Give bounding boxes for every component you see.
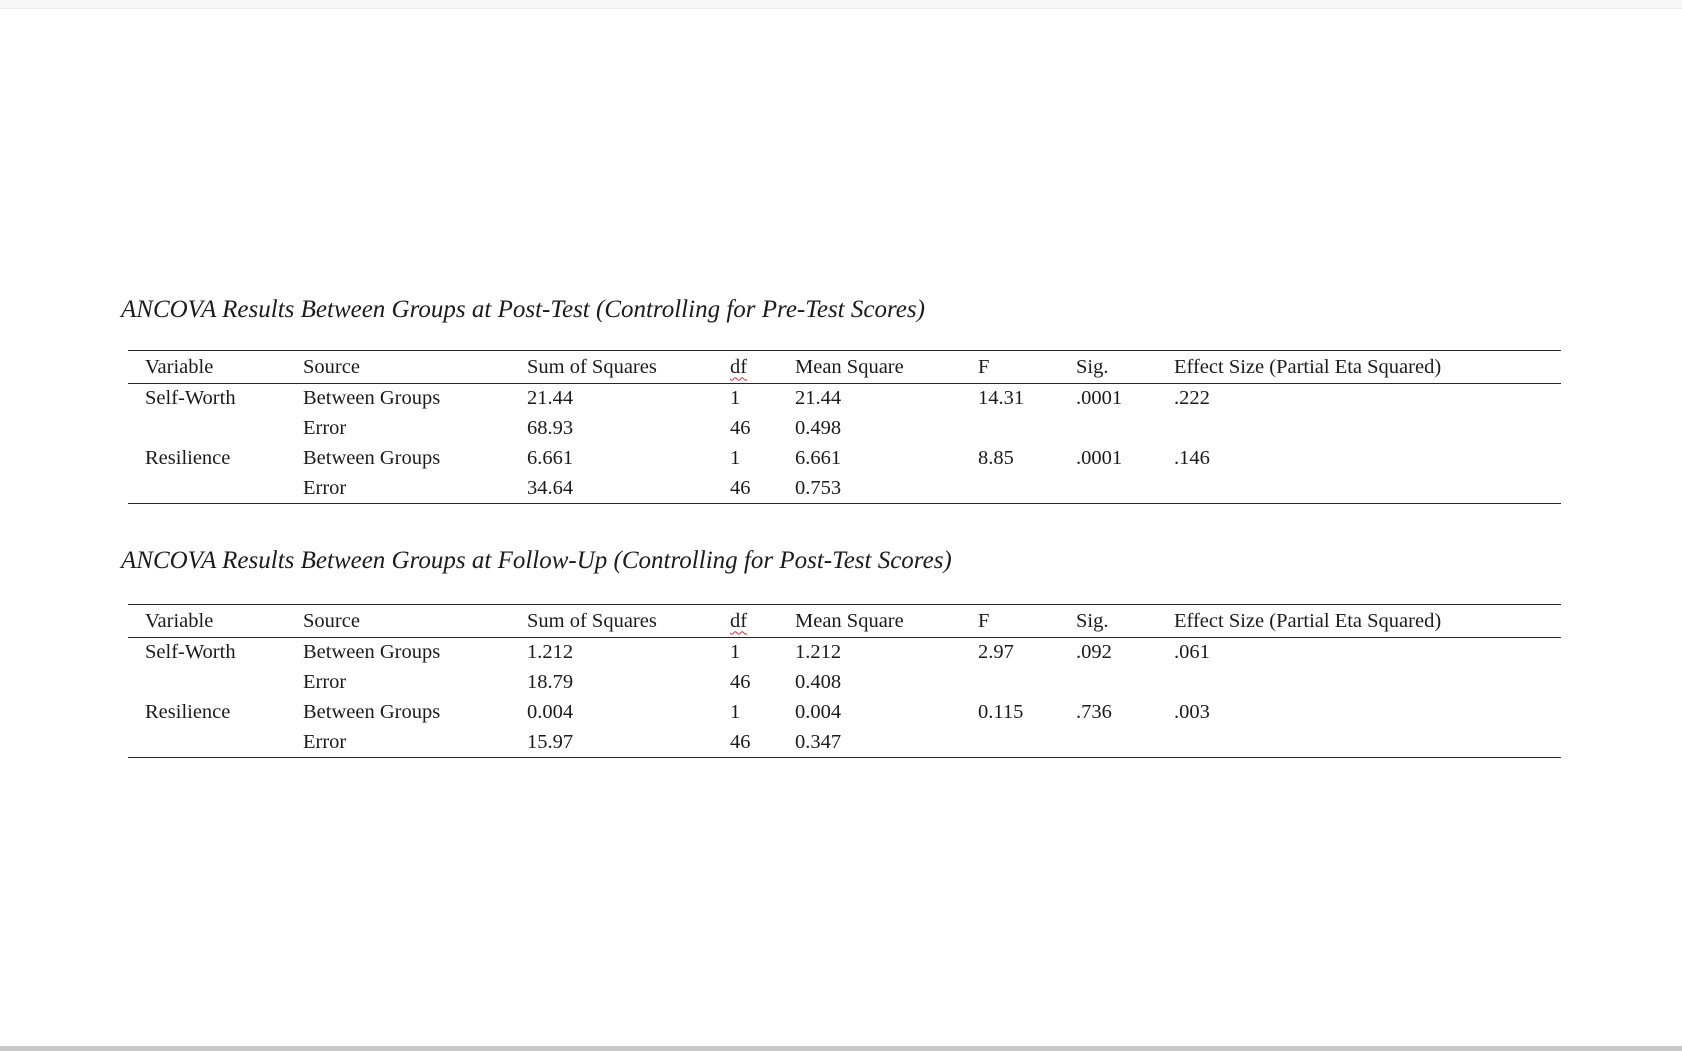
cell-mean-square: 0.347 [795, 727, 978, 758]
column-header-source: Source [303, 604, 527, 638]
column-header-variable: Variable [128, 604, 303, 638]
cell-mean-square: 0.753 [795, 473, 978, 504]
table-row: Self-Worth Between Groups 1.212 1 1.212 … [128, 638, 1561, 668]
cell-sum-of-squares: 18.79 [527, 671, 574, 693]
cell-df: 46 [730, 671, 751, 693]
cell-f: 14.31 [978, 387, 1025, 410]
cell-variable [128, 414, 303, 444]
cell-mean-square: 0.498 [795, 417, 842, 439]
cell-effect-size [1174, 727, 1561, 758]
cell-variable [128, 473, 303, 504]
cell-variable [128, 727, 303, 758]
window-top-edge [0, 0, 1682, 9]
cell-effect-size: .146 [1174, 447, 1210, 469]
cell-source: Between Groups [303, 447, 441, 469]
cell-effect-size [1174, 414, 1561, 444]
cell-variable: Self-Worth [145, 387, 236, 410]
cell-sig: .736 [1076, 701, 1112, 723]
ancova-table-post-test: Variable Source Sum of Squares df Mean S… [128, 350, 1561, 504]
cell-sig: .092 [1076, 641, 1112, 664]
column-header-sig: Sig. [1076, 604, 1174, 638]
column-header-mean-square: Mean Square [795, 350, 978, 384]
cell-df: 46 [730, 727, 795, 758]
cell-sum-of-squares: 68.93 [527, 417, 574, 439]
cell-effect-size: .061 [1174, 641, 1210, 664]
cell-f [978, 414, 1076, 444]
cell-source: Error [303, 671, 347, 693]
cell-sum-of-squares: 15.97 [527, 727, 730, 758]
column-header-df: df [730, 350, 795, 384]
cell-f [978, 473, 1076, 504]
header-row: Variable Source Sum of Squares df Mean S… [128, 604, 1561, 638]
cell-mean-square: 6.661 [795, 447, 842, 469]
cell-sum-of-squares: 34.64 [527, 473, 730, 504]
spellcheck-flagged-text: df [730, 355, 748, 378]
cell-effect-size [1174, 473, 1561, 504]
column-header-f: F [978, 604, 1076, 638]
column-header-sum-of-squares: Sum of Squares [527, 604, 730, 638]
cell-f [978, 668, 1076, 698]
cell-sig: .0001 [1076, 447, 1123, 469]
cell-source: Error [303, 473, 527, 504]
cell-variable: Self-Worth [145, 641, 236, 664]
cell-mean-square: 21.44 [795, 387, 842, 410]
cell-df: 1 [730, 701, 741, 723]
cell-df: 46 [730, 417, 751, 439]
cell-variable: Resilience [145, 447, 231, 469]
cell-mean-square: 1.212 [795, 641, 842, 664]
cell-source: Between Groups [303, 641, 441, 664]
table-row: Error 34.64 46 0.753 [128, 473, 1561, 504]
cell-sum-of-squares: 21.44 [527, 387, 574, 410]
cell-sum-of-squares: 6.661 [527, 447, 574, 469]
cell-df: 1 [730, 387, 741, 410]
column-header-source: Source [303, 350, 527, 384]
cell-sum-of-squares: 0.004 [527, 701, 574, 723]
table-row: Error 18.79 46 0.408 [128, 668, 1561, 698]
table-row: Error 68.93 46 0.498 [128, 414, 1561, 444]
table-row: Self-Worth Between Groups 21.44 1 21.44 … [128, 384, 1561, 414]
column-header-effect-size: Effect Size (Partial Eta Squared) [1174, 604, 1561, 638]
cell-sig [1076, 414, 1174, 444]
cell-df: 46 [730, 473, 795, 504]
column-header-df: df [730, 604, 795, 638]
cell-effect-size: .003 [1174, 701, 1210, 723]
cell-sig [1076, 727, 1174, 758]
ancova-table-follow-up: Variable Source Sum of Squares df Mean S… [128, 604, 1561, 758]
cell-variable: Resilience [145, 701, 231, 723]
column-header-sig: Sig. [1076, 350, 1174, 384]
cell-effect-size [1174, 668, 1561, 698]
table-row: Resilience Between Groups 6.661 1 6.661 … [128, 444, 1561, 474]
section-title-post-test: ANCOVA Results Between Groups at Post-Te… [121, 296, 925, 323]
table-row: Resilience Between Groups 0.004 1 0.004 … [128, 698, 1561, 728]
column-header-effect-size: Effect Size (Partial Eta Squared) [1174, 350, 1561, 384]
column-header-mean-square: Mean Square [795, 604, 978, 638]
cell-df: 1 [730, 447, 741, 469]
cell-f [978, 727, 1076, 758]
cell-source: Error [303, 417, 347, 439]
cell-variable [128, 668, 303, 698]
cell-source: Between Groups [303, 701, 441, 723]
cell-effect-size: .222 [1174, 387, 1210, 410]
cell-sum-of-squares: 1.212 [527, 641, 574, 664]
cell-sig [1076, 668, 1174, 698]
cell-mean-square: 0.004 [795, 701, 842, 723]
cell-f: 8.85 [978, 447, 1014, 469]
cell-f: 0.115 [978, 701, 1024, 723]
spellcheck-flagged-text: df [730, 609, 748, 632]
cell-source: Error [303, 727, 527, 758]
column-header-variable: Variable [128, 350, 303, 384]
column-header-f: F [978, 350, 1076, 384]
header-row: Variable Source Sum of Squares df Mean S… [128, 350, 1561, 384]
column-header-sum-of-squares: Sum of Squares [527, 350, 730, 384]
cell-source: Between Groups [303, 387, 441, 410]
cell-sig: .0001 [1076, 387, 1123, 410]
cell-df: 1 [730, 641, 741, 664]
cell-sig [1076, 473, 1174, 504]
table-row: Error 15.97 46 0.347 [128, 727, 1561, 758]
window-bottom-edge [0, 1046, 1682, 1051]
cell-f: 2.97 [978, 641, 1014, 664]
cell-mean-square: 0.408 [795, 671, 842, 693]
section-title-follow-up: ANCOVA Results Between Groups at Follow-… [121, 547, 952, 574]
